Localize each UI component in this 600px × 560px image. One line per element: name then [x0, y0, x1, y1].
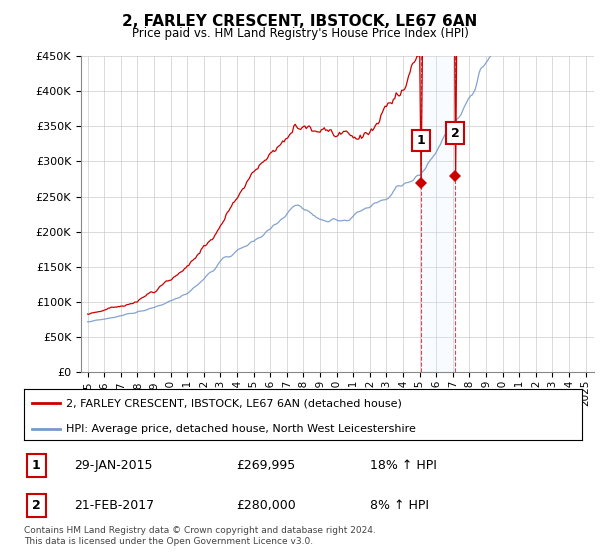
Text: 8% ↑ HPI: 8% ↑ HPI: [370, 499, 429, 512]
Bar: [421, 56, 455, 372]
Text: £280,000: £280,000: [236, 499, 296, 512]
Text: Price paid vs. HM Land Registry's House Price Index (HPI): Price paid vs. HM Land Registry's House …: [131, 27, 469, 40]
Text: 21-FEB-2017: 21-FEB-2017: [74, 499, 154, 512]
Text: 2: 2: [32, 499, 41, 512]
Text: HPI: Average price, detached house, North West Leicestershire: HPI: Average price, detached house, Nort…: [66, 423, 416, 433]
Text: £269,995: £269,995: [236, 459, 295, 472]
Text: 18% ↑ HPI: 18% ↑ HPI: [370, 459, 437, 472]
Text: 1: 1: [416, 134, 425, 147]
Text: 29-JAN-2015: 29-JAN-2015: [74, 459, 153, 472]
Text: 2, FARLEY CRESCENT, IBSTOCK, LE67 6AN: 2, FARLEY CRESCENT, IBSTOCK, LE67 6AN: [122, 14, 478, 29]
Text: Contains HM Land Registry data © Crown copyright and database right 2024.
This d: Contains HM Land Registry data © Crown c…: [24, 526, 376, 546]
Text: 1: 1: [32, 459, 41, 472]
Text: 2, FARLEY CRESCENT, IBSTOCK, LE67 6AN (detached house): 2, FARLEY CRESCENT, IBSTOCK, LE67 6AN (d…: [66, 398, 402, 408]
Text: 2: 2: [451, 127, 460, 140]
